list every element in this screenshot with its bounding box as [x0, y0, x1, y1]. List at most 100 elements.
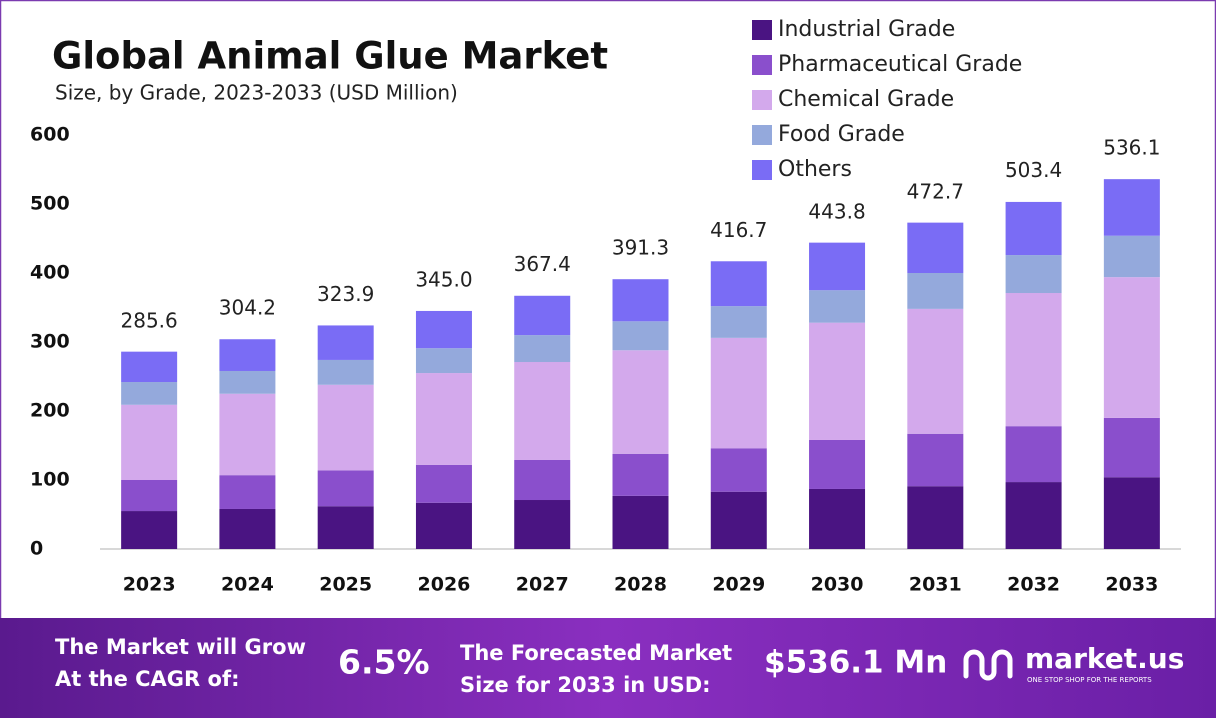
x-tick-label: 2025: [319, 574, 372, 596]
y-tick-label: 400: [30, 262, 70, 284]
legend-label: Others: [778, 157, 852, 182]
bar-segment: [1103, 277, 1160, 418]
bar-segment: [219, 508, 276, 549]
total-label: 391.3: [612, 236, 669, 260]
bar-segment: [317, 359, 374, 385]
y-tick-label: 200: [30, 400, 70, 422]
bar-segment: [415, 348, 472, 374]
bar-segment: [219, 475, 276, 509]
total-label: 304.2: [219, 296, 276, 320]
x-tick-label: 2029: [712, 574, 765, 596]
legend-swatch: [752, 160, 772, 180]
bar-segment: [121, 511, 178, 549]
bar-segment: [710, 491, 767, 549]
total-label: 536.1: [1103, 136, 1160, 160]
brand: market.us: [1025, 642, 1184, 675]
y-tick-label: 100: [30, 469, 70, 491]
bar-segment: [809, 242, 866, 291]
footer-text: At the CAGR of:: [55, 667, 240, 691]
x-tick-label: 2031: [909, 574, 962, 596]
total-label: 443.8: [808, 199, 865, 223]
bar-segment: [710, 261, 767, 307]
bar-segment: [1103, 235, 1160, 278]
bar-segment: [121, 404, 178, 480]
bar-segment: [1103, 179, 1160, 236]
x-tick-label: 2030: [811, 574, 864, 596]
bar-segment: [612, 350, 669, 454]
footer-band: [0, 618, 1216, 718]
total-label: 416.7: [710, 218, 767, 242]
chart-title: Global Animal Glue Market: [52, 35, 608, 78]
bar-segment: [907, 308, 964, 434]
bar-segment: [415, 502, 472, 549]
bar-segment: [1005, 201, 1062, 256]
footer-text: Size for 2033 in USD:: [460, 673, 711, 697]
bar-segment: [809, 290, 866, 323]
bar-segment: [1005, 293, 1062, 427]
bar-segment: [1005, 255, 1062, 294]
bar-segment: [710, 306, 767, 338]
bar-segment: [415, 310, 472, 349]
y-tick-label: 500: [30, 193, 70, 215]
footer-text: The Forecasted Market: [460, 641, 732, 665]
bar-segment: [121, 480, 178, 512]
bar-segment: [809, 488, 866, 549]
bar-segment: [809, 322, 866, 440]
x-tick-label: 2033: [1105, 574, 1158, 596]
legend-swatch: [752, 20, 772, 40]
legend-label: Industrial Grade: [778, 17, 955, 42]
bar-segment: [1103, 417, 1160, 478]
x-tick-label: 2028: [614, 574, 667, 596]
bar-segment: [317, 325, 374, 360]
bar-segment: [514, 459, 571, 501]
x-tick-label: 2024: [221, 574, 274, 596]
bar-segment: [317, 384, 374, 471]
tagline: ONE STOP SHOP FOR THE REPORTS: [1027, 676, 1152, 684]
y-tick-label: 300: [30, 331, 70, 353]
x-tick-label: 2027: [516, 574, 569, 596]
bar-segment: [415, 373, 472, 465]
legend-swatch: [752, 125, 772, 145]
bar-segment: [317, 470, 374, 507]
bar-segment: [121, 351, 178, 383]
bar-segment: [514, 335, 571, 363]
legend-label: Pharmaceutical Grade: [778, 52, 1022, 77]
bar-segment: [907, 486, 964, 549]
bar-segment: [415, 464, 472, 503]
bar-segment: [612, 453, 669, 496]
bar-segment: [1103, 477, 1160, 549]
bar-segment: [710, 337, 767, 449]
bar-segment: [710, 448, 767, 492]
total-label: 472.7: [907, 179, 964, 203]
bar-segment: [219, 393, 276, 476]
total-label: 345.0: [415, 267, 472, 291]
bar-segment: [514, 500, 571, 549]
cagr-value: 6.5%: [338, 643, 430, 682]
bar-segment: [907, 273, 964, 309]
bar-segment: [219, 370, 276, 394]
bar-segment: [1005, 426, 1062, 483]
forecast-value: $536.1 Mn: [764, 645, 947, 681]
legend-label: Food Grade: [778, 122, 905, 147]
bar-segment: [907, 433, 964, 487]
bar-segment: [514, 295, 571, 336]
y-tick-label: 600: [30, 124, 70, 146]
footer-text: The Market will Grow: [55, 635, 306, 659]
total-label: 367.4: [514, 252, 571, 276]
bar-segment: [1005, 482, 1062, 549]
bar-segment: [612, 321, 669, 351]
legend-swatch: [752, 90, 772, 110]
legend-label: Chemical Grade: [778, 87, 954, 112]
legend-swatch: [752, 55, 772, 75]
bar-segment: [612, 495, 669, 549]
x-tick-label: 2032: [1007, 574, 1060, 596]
chart-subtitle: Size, by Grade, 2023-2033 (USD Million): [55, 81, 458, 105]
x-tick-label: 2026: [418, 574, 471, 596]
bar-segment: [219, 339, 276, 371]
total-label: 323.9: [317, 282, 374, 306]
y-tick-label: 0: [30, 538, 43, 560]
bar-segment: [121, 382, 178, 405]
total-label: 503.4: [1005, 158, 1062, 182]
